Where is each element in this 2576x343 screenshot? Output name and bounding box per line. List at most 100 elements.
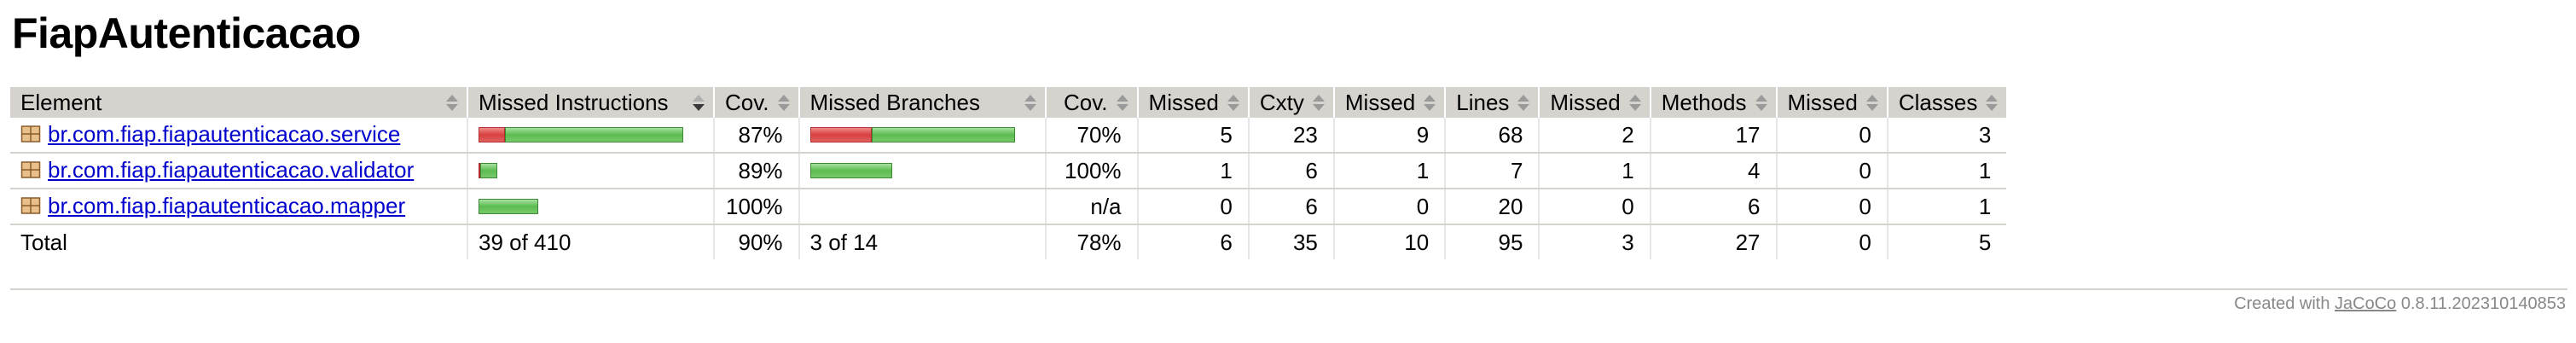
header-missed-instructions[interactable]: Missed Instructions — [467, 87, 714, 118]
header-label: Lines — [1456, 90, 1510, 115]
sort-arrows-icon — [777, 94, 790, 111]
total-instructions: 39 of 410 — [467, 224, 714, 259]
jacoco-link[interactable]: JaCoCo — [2335, 294, 2397, 313]
header-missed-lines[interactable]: Missed — [1332, 87, 1446, 118]
missed-methods-value: 1 — [1538, 153, 1651, 189]
element-cell: br.com.fiap.fiapautenticacao.validator — [10, 153, 467, 189]
instructions-coverage: 100% — [713, 189, 799, 225]
package-icon — [20, 196, 41, 214]
sort-arrows-icon — [1865, 94, 1878, 111]
covered-bar-segment — [871, 127, 1015, 142]
header-missed-methods[interactable]: Missed — [1538, 87, 1651, 118]
header-label: Methods — [1661, 90, 1747, 115]
missed-bar-segment — [479, 127, 505, 142]
branches-bar — [810, 199, 1035, 214]
header-branch-cov[interactable]: Cov. — [1044, 87, 1138, 118]
header-cxty[interactable]: Cxty — [1247, 87, 1334, 118]
lines-value: 7 — [1444, 153, 1540, 189]
lines-value: 68 — [1444, 118, 1540, 154]
total-label: Total — [20, 230, 67, 255]
sort-arrows-icon — [1628, 94, 1641, 111]
package-link[interactable]: br.com.fiap.fiapautenticacao.mapper — [48, 192, 406, 218]
header-label: Missed — [1148, 90, 1219, 115]
covered-bar-segment — [479, 199, 538, 214]
total-branches-coverage: 78% — [1044, 224, 1138, 259]
sort-arrows-icon — [1986, 94, 1999, 111]
methods-value: 17 — [1649, 118, 1777, 154]
header-lines[interactable]: Lines — [1444, 87, 1540, 118]
header-instr-cov[interactable]: Cov. — [713, 87, 799, 118]
header-element[interactable]: Element — [10, 87, 467, 118]
sort-arrows-icon — [1312, 94, 1325, 111]
missed-classes-value: 0 — [1775, 189, 1888, 225]
header-label: Cov. — [1064, 90, 1108, 115]
header-label: Missed Branches — [809, 90, 980, 115]
total-cxty: 35 — [1247, 224, 1334, 259]
element-cell: br.com.fiap.fiapautenticacao.mapper — [10, 189, 467, 225]
total-instructions-coverage: 90% — [713, 224, 799, 259]
footer-prefix: Created with — [2234, 294, 2330, 313]
lines-value: 20 — [1444, 189, 1540, 225]
sort-arrows-icon — [1024, 94, 1036, 111]
methods-value: 6 — [1649, 189, 1777, 225]
instructions-coverage: 87% — [713, 118, 799, 154]
missed-bar-segment — [479, 163, 480, 178]
header-label: Missed — [1344, 90, 1416, 115]
total-classes: 5 — [1886, 224, 2007, 259]
package-icon — [20, 125, 41, 142]
branches-bar-cell — [798, 118, 1046, 154]
missed-classes-value: 0 — [1775, 153, 1888, 189]
sort-arrows-icon — [1517, 94, 1530, 111]
missed-cxty-value: 1 — [1136, 153, 1249, 189]
coverage-table: Element Missed Instructions Cov. Missed … — [10, 87, 2007, 259]
table-row: br.com.fiap.fiapautenticacao.service 87%… — [10, 118, 2007, 154]
total-row: Total 39 of 410 90% 3 of 14 78% 6 35 10 … — [10, 224, 2007, 259]
instructions-bar-cell — [467, 153, 714, 189]
header-methods[interactable]: Methods — [1649, 87, 1777, 118]
total-missed-cxty: 6 — [1136, 224, 1249, 259]
instructions-bar — [479, 163, 703, 178]
total-lines: 95 — [1444, 224, 1540, 259]
header-classes[interactable]: Classes — [1886, 87, 2007, 118]
branches-bar — [809, 127, 1035, 142]
header-label: Missed — [1787, 90, 1858, 115]
instructions-coverage: 89% — [713, 153, 799, 189]
branches-coverage: 70% — [1044, 118, 1138, 154]
footer-divider — [10, 288, 2567, 290]
total-missed-classes: 0 — [1775, 224, 1888, 259]
header-label: Cxty — [1259, 90, 1304, 115]
cxty-value: 6 — [1247, 153, 1334, 189]
missed-bar-segment — [809, 127, 872, 142]
covered-bar-segment — [480, 163, 497, 178]
package-link[interactable]: br.com.fiap.fiapautenticacao.validator — [48, 156, 415, 183]
missed-lines-value: 0 — [1332, 189, 1446, 225]
missed-cxty-value: 0 — [1136, 189, 1249, 225]
sort-arrows-icon — [446, 94, 458, 111]
total-methods: 27 — [1649, 224, 1777, 259]
package-link[interactable]: br.com.fiap.fiapautenticacao.service — [48, 120, 401, 147]
missed-methods-value: 0 — [1538, 189, 1651, 225]
branches-bar-cell — [798, 153, 1046, 189]
branches-coverage: n/a — [1044, 189, 1138, 225]
cxty-value: 6 — [1247, 189, 1334, 225]
page-title: FiapAutenticacao — [12, 9, 361, 57]
header-label: Classes — [1898, 90, 1978, 115]
cxty-value: 23 — [1247, 118, 1334, 154]
header-missed-classes[interactable]: Missed — [1775, 87, 1888, 118]
branches-bar-cell — [798, 189, 1046, 225]
total-missed-lines: 10 — [1332, 224, 1446, 259]
instructions-bar — [479, 199, 703, 214]
sort-arrows-icon — [1227, 94, 1239, 111]
header-missed-branches[interactable]: Missed Branches — [798, 87, 1046, 118]
covered-bar-segment — [809, 163, 892, 178]
instructions-bar-cell — [467, 118, 714, 154]
covered-bar-segment — [505, 127, 683, 142]
package-icon — [20, 160, 41, 178]
missed-methods-value: 2 — [1538, 118, 1651, 154]
header-missed-cxty[interactable]: Missed — [1136, 87, 1249, 118]
sort-arrows-icon — [1116, 94, 1128, 111]
total-missed-methods: 3 — [1538, 224, 1651, 259]
table-row: br.com.fiap.fiapautenticacao.mapper 100%… — [10, 189, 2007, 225]
total-branches: 3 of 14 — [798, 224, 1046, 259]
